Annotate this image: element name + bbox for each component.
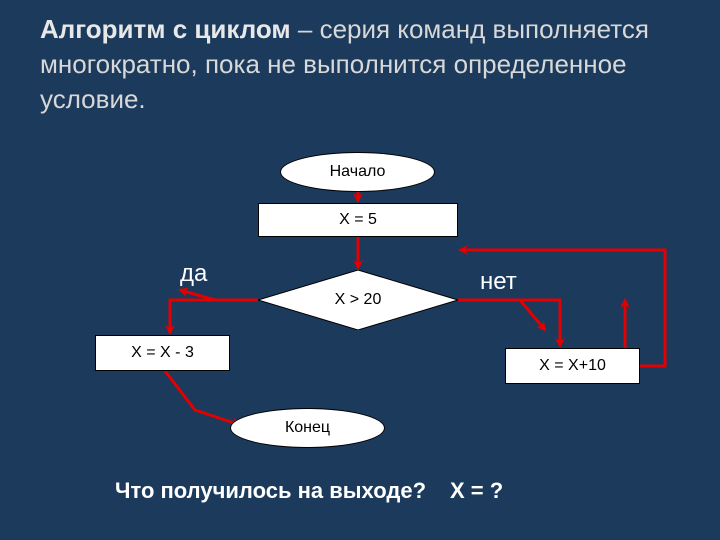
flowchart-node-add: Х = Х+10 xyxy=(505,348,640,384)
edge-label-no: нет xyxy=(480,268,517,296)
flowchart-node-init: Х = 5 xyxy=(258,203,458,237)
flowchart-node-start: Начало xyxy=(280,152,435,192)
flowchart-canvas: Начало Х = 5 Х > 20 Х = Х - 3 Х = Х+10 К… xyxy=(0,0,720,540)
node-start-label: Начало xyxy=(330,163,386,181)
flowchart-node-cond: Х > 20 xyxy=(258,270,458,330)
node-add-label: Х = Х+10 xyxy=(539,357,606,375)
slide-question: Что получилось на выходе? xyxy=(115,478,426,504)
question-text2: Х = ? xyxy=(450,478,503,503)
node-end-label: Конец xyxy=(285,419,330,437)
flowchart-node-sub: Х = Х - 3 xyxy=(95,335,230,371)
edge-label-yes: да xyxy=(180,260,207,288)
node-init-label: Х = 5 xyxy=(339,211,377,229)
question-text1: Что получилось на выходе? xyxy=(115,478,426,503)
node-sub-label: Х = Х - 3 xyxy=(131,344,194,362)
slide-question-x: Х = ? xyxy=(450,478,503,504)
flowchart-node-end: Конец xyxy=(230,408,385,448)
node-cond-label: Х > 20 xyxy=(335,291,382,309)
